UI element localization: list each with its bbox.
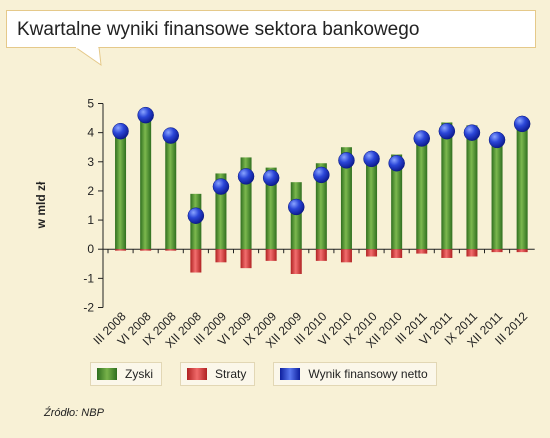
marker-wynik: [463, 124, 481, 141]
marker-wynik: [187, 207, 205, 224]
bar-straty: [340, 249, 352, 263]
bar-straty: [140, 249, 152, 251]
bar-zyski: [315, 163, 327, 250]
bar-straty: [315, 249, 327, 261]
bar-zyski: [340, 147, 352, 250]
y-tick-label: 4: [87, 126, 94, 140]
bar-straty: [190, 249, 202, 273]
bar-zyski: [165, 135, 177, 250]
legend-swatch-straty: [187, 368, 207, 380]
y-tick-label: 1: [87, 213, 94, 227]
marker-wynik: [137, 106, 154, 124]
marker-wynik: [212, 178, 230, 195]
bar-zyski: [441, 122, 453, 250]
marker-wynik: [388, 154, 405, 172]
bar-straty: [115, 249, 127, 251]
bar-zyski: [265, 167, 277, 250]
bar-straty: [366, 249, 378, 257]
legend-item-wynik: Wynik finansowy netto: [273, 362, 437, 386]
bar-straty: [240, 249, 252, 269]
bar-straty: [466, 249, 478, 257]
marker-wynik: [438, 122, 456, 140]
bar-zyski: [240, 157, 252, 250]
marker-wynik: [338, 152, 355, 169]
marker-wynik: [313, 166, 330, 184]
legend-swatch-zyski: [97, 368, 117, 380]
bar-zyski: [391, 154, 403, 250]
marker-wynik: [112, 122, 129, 140]
bar-zyski: [466, 125, 478, 250]
bar-straty: [416, 249, 428, 254]
y-tick-label: 3: [87, 155, 94, 169]
marker-wynik: [488, 131, 506, 149]
bar-zyski: [115, 129, 127, 250]
marker-wynik: [262, 169, 280, 187]
legend-label-straty: Straty: [215, 367, 247, 381]
marker-wynik: [162, 127, 179, 144]
legend: Zyski Straty Wynik finansowy netto: [90, 362, 437, 386]
bar-straty: [215, 249, 227, 263]
bar-straty: [441, 249, 453, 258]
title-box: Kwartalne wyniki finansowe sektora banko…: [6, 10, 536, 48]
legend-item-straty: Straty: [180, 362, 256, 386]
legend-label-wynik: Wynik finansowy netto: [308, 367, 428, 381]
bar-zyski: [366, 154, 378, 250]
marker-wynik: [413, 130, 430, 147]
source-note: Źródło: NBP: [44, 407, 104, 419]
legend-item-zyski: Zyski: [90, 362, 162, 386]
legend-label-zyski: Zyski: [125, 367, 153, 381]
bar-straty: [391, 249, 403, 258]
bar-straty: [290, 249, 302, 274]
y-tick-label: -2: [83, 301, 94, 315]
y-tick-label: -1: [83, 271, 94, 285]
bar-zyski: [290, 182, 302, 250]
marker-wynik: [237, 168, 255, 185]
bar-zyski: [215, 173, 227, 250]
marker-wynik: [363, 150, 380, 168]
y-tick-label: 2: [87, 184, 94, 198]
markers-group: [112, 106, 531, 224]
y-tick-label: 5: [87, 97, 94, 111]
bar-zyski: [416, 134, 428, 250]
bar-zyski: [140, 115, 152, 250]
y-tick-label: 0: [87, 242, 94, 256]
bar-zyski: [491, 137, 503, 250]
marker-wynik: [513, 115, 531, 133]
legend-swatch-wynik: [280, 368, 301, 380]
bar-straty: [265, 249, 277, 261]
marker-wynik: [288, 198, 305, 216]
bar-straty: [516, 249, 528, 253]
chart-title: Kwartalne wyniki finansowe sektora banko…: [17, 19, 420, 40]
bar-straty: [491, 249, 503, 253]
y-axis-label: w mld zł: [34, 181, 48, 229]
title-callout-tail: [75, 47, 102, 67]
bar-zyski: [516, 122, 528, 250]
bar-straty: [165, 249, 177, 251]
